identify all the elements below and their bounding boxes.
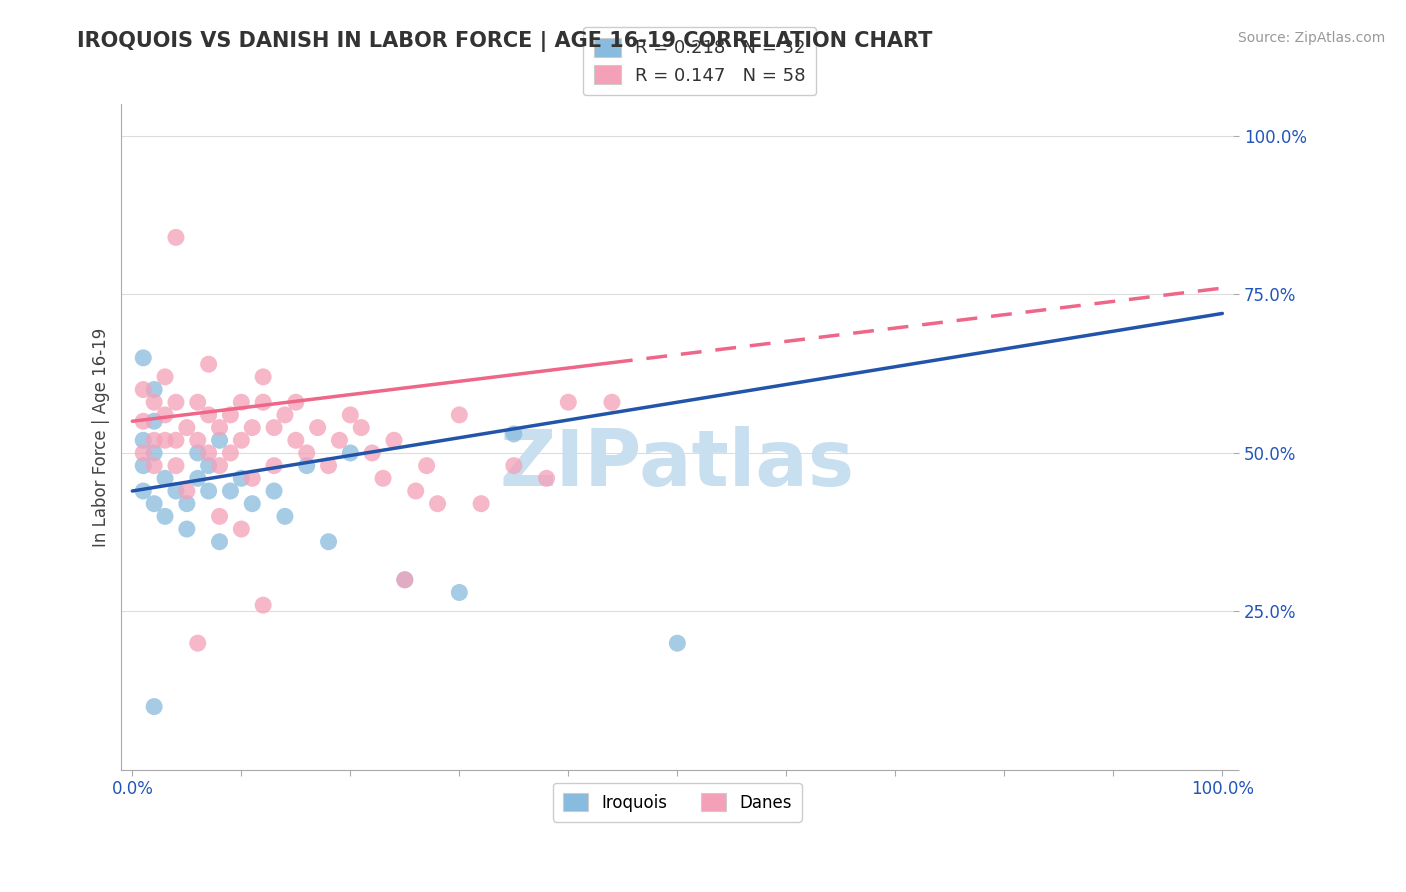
- Point: [502, 458, 524, 473]
- Point: [143, 383, 166, 397]
- Point: [666, 636, 689, 650]
- Point: [405, 483, 427, 498]
- Point: [165, 395, 187, 409]
- Point: [176, 420, 198, 434]
- Point: [295, 446, 318, 460]
- Point: [240, 471, 263, 485]
- Text: Source: ZipAtlas.com: Source: ZipAtlas.com: [1237, 31, 1385, 45]
- Point: [371, 471, 394, 485]
- Point: [231, 471, 253, 485]
- Point: [208, 434, 231, 448]
- Point: [197, 408, 219, 422]
- Point: [153, 369, 176, 384]
- Point: [394, 573, 416, 587]
- Point: [219, 483, 242, 498]
- Point: [252, 395, 274, 409]
- Point: [231, 434, 253, 448]
- Point: [153, 434, 176, 448]
- Point: [153, 471, 176, 485]
- Point: [132, 414, 155, 428]
- Point: [132, 446, 155, 460]
- Point: [197, 357, 219, 371]
- Point: [132, 383, 155, 397]
- Point: [165, 230, 187, 244]
- Point: [176, 497, 198, 511]
- Point: [449, 585, 471, 599]
- Point: [187, 395, 209, 409]
- Point: [449, 408, 471, 422]
- Point: [143, 699, 166, 714]
- Point: [600, 395, 623, 409]
- Point: [187, 471, 209, 485]
- Point: [263, 483, 285, 498]
- Point: [339, 446, 361, 460]
- Point: [176, 522, 198, 536]
- Point: [187, 434, 209, 448]
- Point: [240, 420, 263, 434]
- Point: [132, 483, 155, 498]
- Point: [284, 395, 307, 409]
- Point: [328, 434, 350, 448]
- Point: [502, 426, 524, 441]
- Point: [219, 446, 242, 460]
- Legend: Iroquois, Danes: Iroquois, Danes: [553, 783, 801, 822]
- Point: [415, 458, 437, 473]
- Text: IROQUOIS VS DANISH IN LABOR FORCE | AGE 16-19 CORRELATION CHART: IROQUOIS VS DANISH IN LABOR FORCE | AGE …: [77, 31, 932, 53]
- Point: [208, 458, 231, 473]
- Point: [295, 458, 318, 473]
- Point: [318, 458, 340, 473]
- Point: [284, 434, 307, 448]
- Point: [263, 458, 285, 473]
- Point: [339, 408, 361, 422]
- Point: [252, 369, 274, 384]
- Point: [143, 446, 166, 460]
- Point: [197, 458, 219, 473]
- Point: [470, 497, 492, 511]
- Point: [240, 497, 263, 511]
- Point: [536, 471, 558, 485]
- Point: [219, 408, 242, 422]
- Point: [187, 636, 209, 650]
- Point: [143, 458, 166, 473]
- Point: [165, 483, 187, 498]
- Point: [382, 434, 405, 448]
- Point: [187, 446, 209, 460]
- Point: [231, 522, 253, 536]
- Point: [143, 497, 166, 511]
- Point: [557, 395, 579, 409]
- Point: [197, 483, 219, 498]
- Point: [208, 420, 231, 434]
- Point: [132, 434, 155, 448]
- Point: [394, 573, 416, 587]
- Point: [274, 408, 297, 422]
- Point: [165, 458, 187, 473]
- Point: [132, 458, 155, 473]
- Point: [361, 446, 384, 460]
- Point: [165, 434, 187, 448]
- Point: [231, 395, 253, 409]
- Point: [350, 420, 373, 434]
- Y-axis label: In Labor Force | Age 16-19: In Labor Force | Age 16-19: [93, 327, 110, 547]
- Point: [197, 446, 219, 460]
- Point: [143, 414, 166, 428]
- Point: [274, 509, 297, 524]
- Point: [426, 497, 449, 511]
- Point: [132, 351, 155, 365]
- Point: [263, 420, 285, 434]
- Point: [143, 434, 166, 448]
- Point: [143, 395, 166, 409]
- Point: [318, 534, 340, 549]
- Point: [153, 509, 176, 524]
- Point: [153, 408, 176, 422]
- Text: ZIPatlas: ZIPatlas: [499, 425, 855, 501]
- Point: [252, 598, 274, 612]
- Point: [208, 534, 231, 549]
- Point: [307, 420, 329, 434]
- Point: [176, 483, 198, 498]
- Point: [208, 509, 231, 524]
